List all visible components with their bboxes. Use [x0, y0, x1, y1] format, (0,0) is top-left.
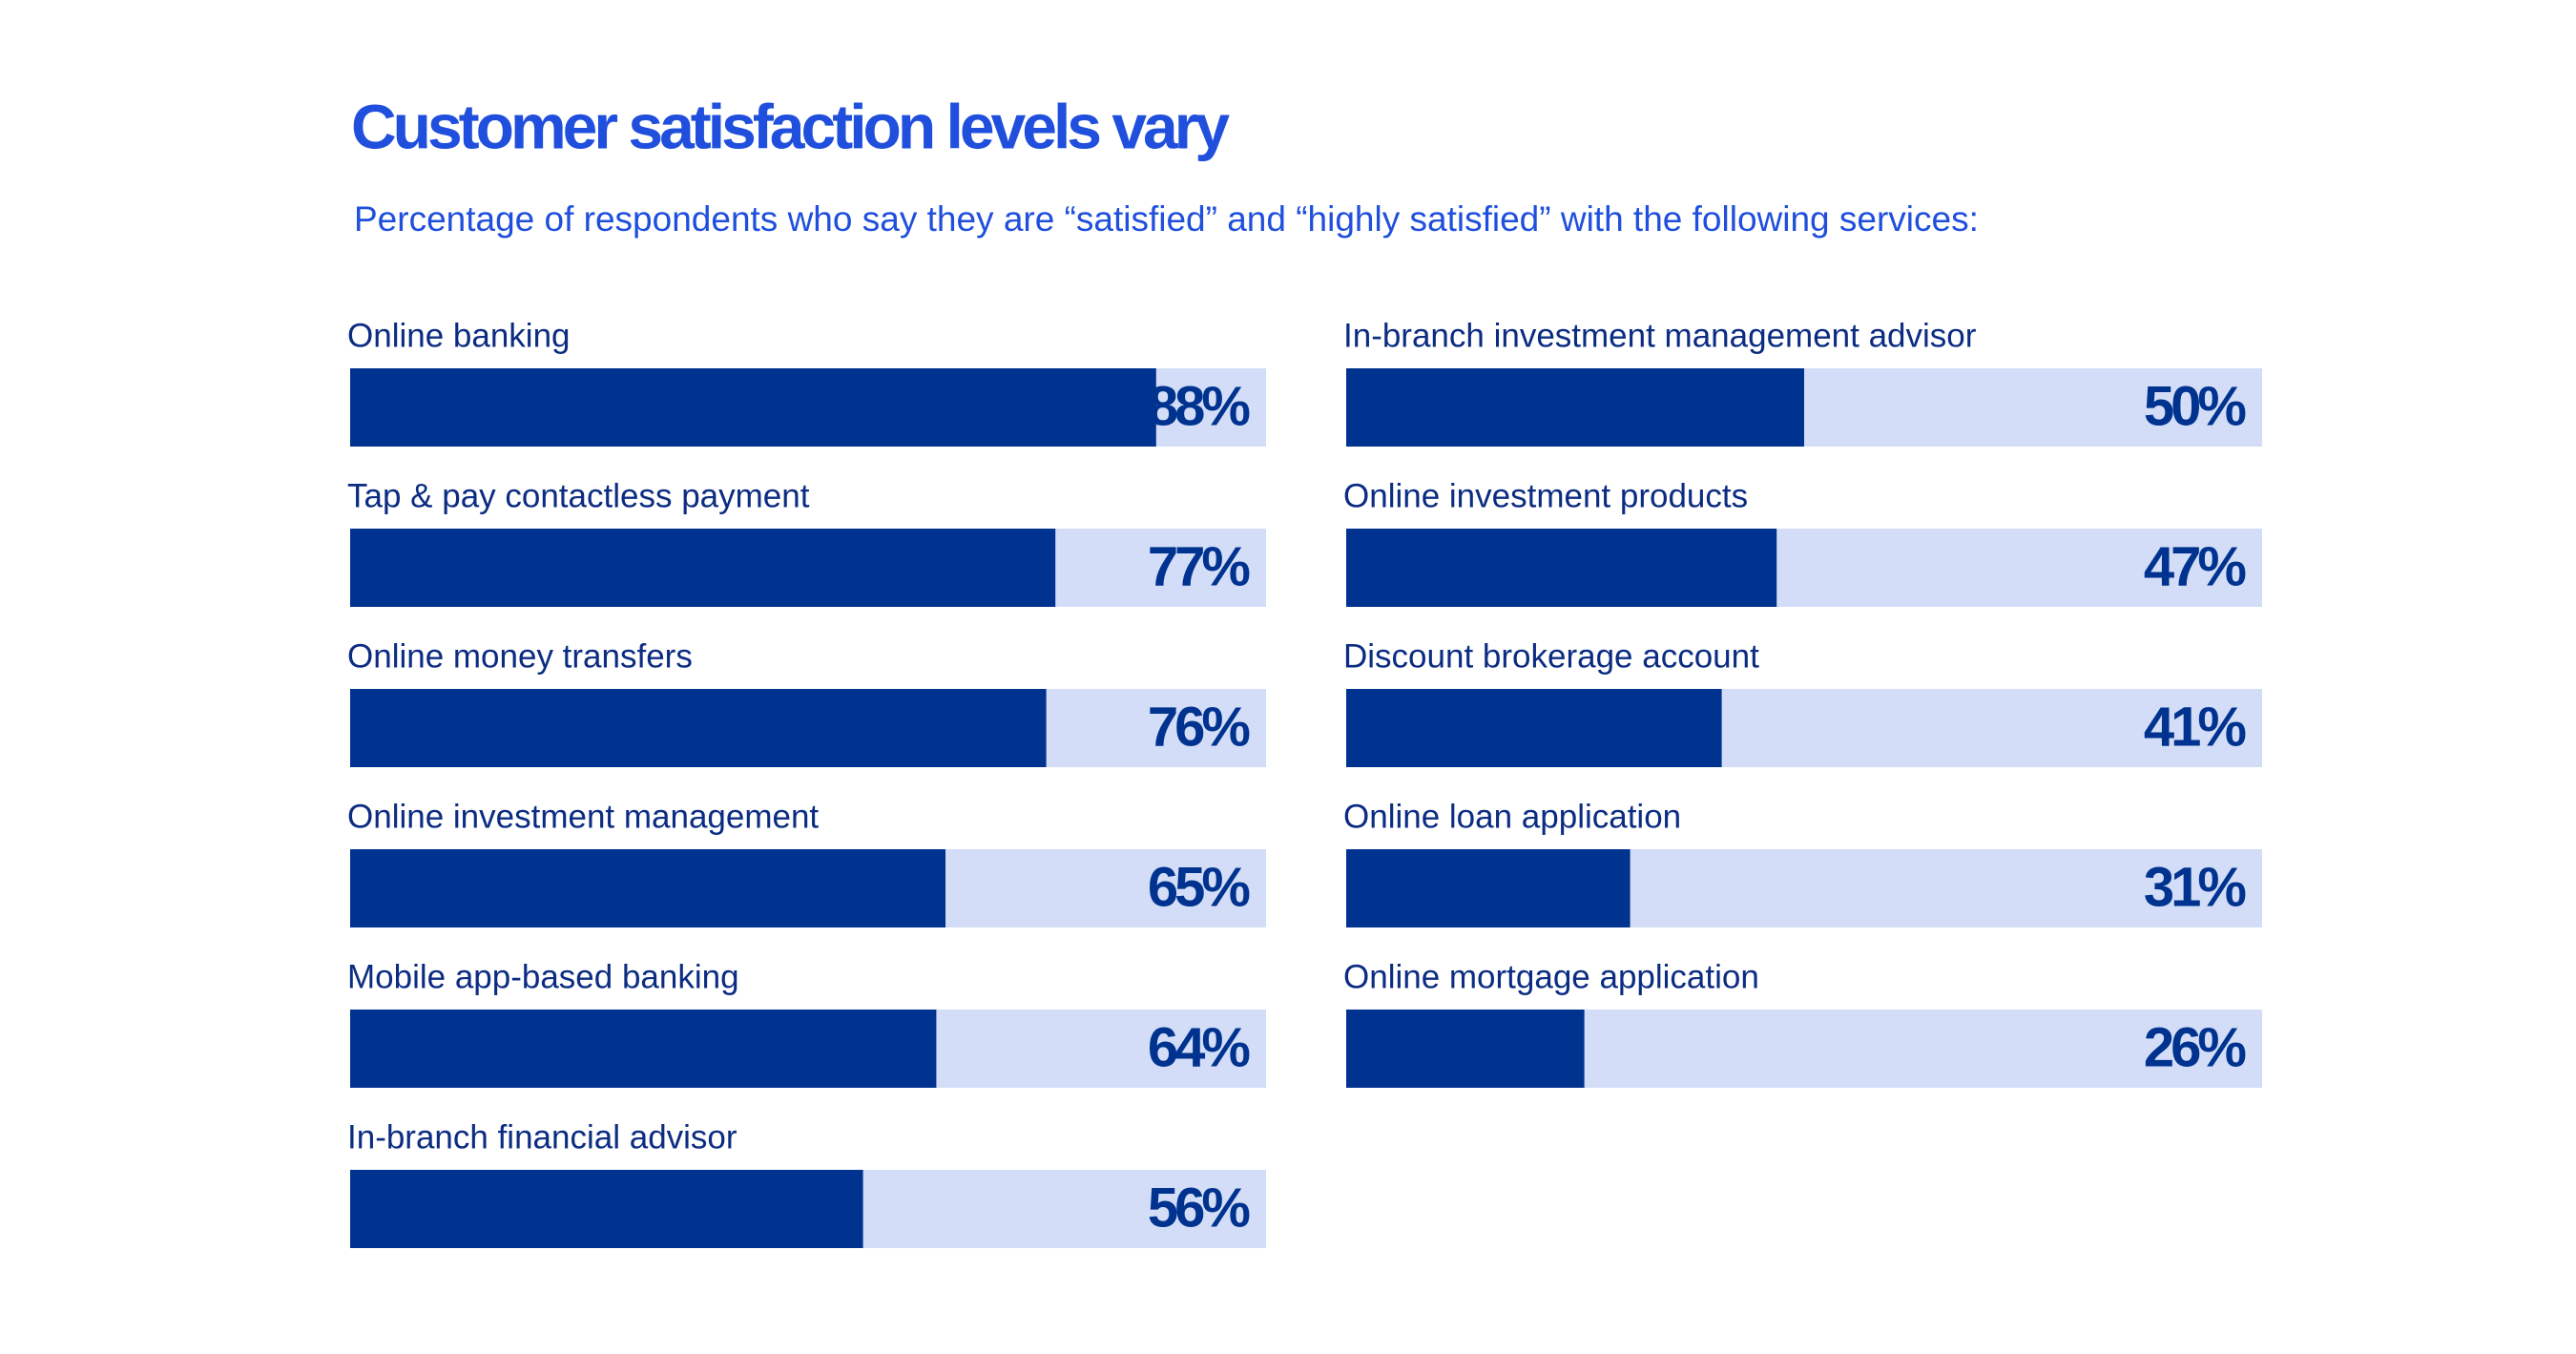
category-label: In-branch financial advisor [347, 1118, 737, 1156]
bar [1346, 849, 1631, 927]
category-label: Tap & pay contactless payment [347, 477, 810, 514]
bar [1346, 1010, 1585, 1088]
value-label: 50% [2144, 375, 2247, 437]
chart-subtitle: Percentage of respondents who say they a… [354, 199, 1979, 239]
bar [1346, 529, 1777, 607]
value-label: 76% [1148, 696, 1251, 758]
category-label: Online investment products [1343, 477, 1748, 514]
bar [350, 1010, 937, 1088]
category-label: Online mortgage application [1343, 958, 1759, 995]
value-label: 88% [1148, 375, 1251, 437]
value-label: 64% [1148, 1016, 1251, 1078]
bar [1346, 689, 1722, 767]
value-label: 65% [1148, 856, 1251, 918]
category-label: Discount brokerage account [1343, 637, 1759, 675]
bar [1346, 368, 1804, 447]
value-label: 31% [2144, 856, 2247, 918]
value-label: 26% [2144, 1016, 2247, 1078]
value-label: 47% [2144, 535, 2247, 597]
bar [350, 849, 945, 927]
category-label: Online money transfers [347, 637, 693, 675]
category-label: Online investment management [347, 798, 819, 835]
category-label: Online banking [347, 317, 571, 354]
value-label: 41% [2144, 696, 2247, 758]
value-label: 77% [1148, 535, 1251, 597]
bar [350, 1170, 863, 1248]
bar [350, 368, 1156, 447]
category-label: Mobile app-based banking [347, 958, 739, 995]
category-label: In-branch investment management advisor [1343, 317, 1977, 354]
bar [350, 529, 1056, 607]
value-label: 56% [1148, 1177, 1251, 1239]
chart-title: Customer satisfaction levels vary [351, 91, 1230, 161]
bar [350, 689, 1047, 767]
category-label: Online loan application [1343, 798, 1681, 835]
